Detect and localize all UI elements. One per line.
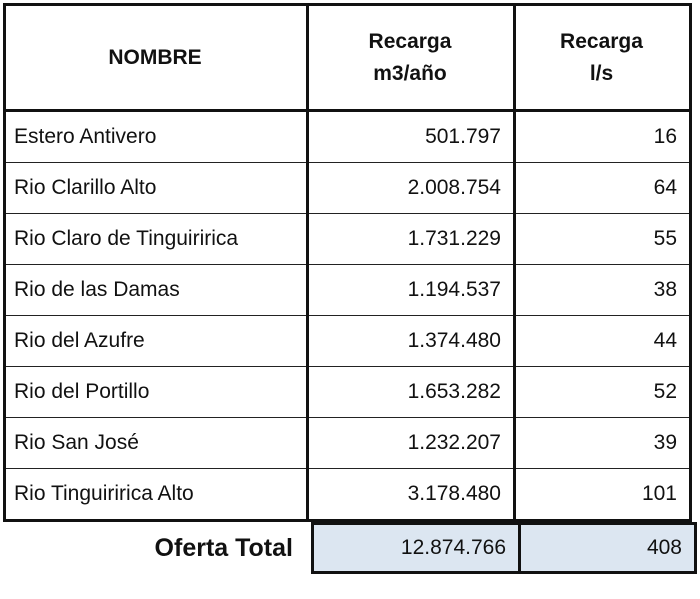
row-recarga-m3: 1.374.480 (307, 315, 516, 367)
total-row: Oferta Total 12.874.766 408 (3, 522, 697, 574)
row-recarga-m3: 2.008.754 (307, 162, 516, 214)
total-label: Oferta Total (154, 533, 293, 562)
row-recarga-m3: 3.178.480 (307, 468, 516, 521)
row-recarga-m3: 501.797 (307, 110, 516, 163)
header-line: Recarga (560, 29, 643, 53)
total-ls: 408 (518, 522, 697, 574)
table-row: Rio Clarillo Alto 2.008.754 64 (4, 162, 691, 214)
row-recarga-ls: 64 (514, 162, 691, 214)
row-name: Estero Antivero (4, 110, 309, 163)
header-unit: m3/año (373, 61, 447, 85)
row-recarga-m3: 1.731.229 (307, 213, 516, 265)
header-recarga-ls: Recarga l/s (514, 4, 691, 112)
table-row: Rio del Portillo 1.653.282 52 (4, 366, 691, 418)
table-row: Rio de las Damas 1.194.537 38 (4, 264, 691, 316)
row-recarga-m3: 1.194.537 (307, 264, 516, 316)
recharge-table: NOMBRE Recarga m3/año Recarga l/s Estero… (3, 3, 692, 522)
header-unit: l/s (589, 61, 614, 85)
table-row: Rio Tinguiririca Alto 3.178.480 101 (4, 468, 691, 521)
header-row: NOMBRE Recarga m3/año Recarga l/s (4, 4, 691, 112)
table-row: Estero Antivero 501.797 16 (4, 110, 691, 163)
row-recarga-ls: 44 (514, 315, 691, 367)
row-recarga-ls: 55 (514, 213, 691, 265)
row-recarga-ls: 16 (514, 110, 691, 163)
table-row: Rio del Azufre 1.374.480 44 (4, 315, 691, 367)
row-name: Rio del Portillo (4, 366, 309, 418)
header-recarga-m3: Recarga m3/año (307, 4, 516, 112)
header-line: Recarga (368, 29, 452, 53)
row-name: Rio del Azufre (4, 315, 309, 367)
row-recarga-m3: 1.653.282 (307, 366, 516, 418)
row-name: Rio Claro de Tinguiririca (4, 213, 309, 265)
recharge-table-container: NOMBRE Recarga m3/año Recarga l/s Estero… (3, 3, 697, 574)
row-recarga-ls: 101 (514, 468, 691, 521)
table-row: Rio Claro de Tinguiririca 1.731.229 55 (4, 213, 691, 265)
total-m3: 12.874.766 (311, 522, 521, 574)
total-table: Oferta Total 12.874.766 408 (3, 522, 697, 574)
row-recarga-m3: 1.232.207 (307, 417, 516, 469)
row-name: Rio Tinguiririca Alto (4, 468, 309, 521)
row-name: Rio Clarillo Alto (4, 162, 309, 214)
row-recarga-ls: 52 (514, 366, 691, 418)
header-name: NOMBRE (4, 4, 309, 112)
row-name: Rio San José (4, 417, 309, 469)
row-recarga-ls: 39 (514, 417, 691, 469)
row-recarga-ls: 38 (514, 264, 691, 316)
table-row: Rio San José 1.232.207 39 (4, 417, 691, 469)
row-name: Rio de las Damas (4, 264, 309, 316)
